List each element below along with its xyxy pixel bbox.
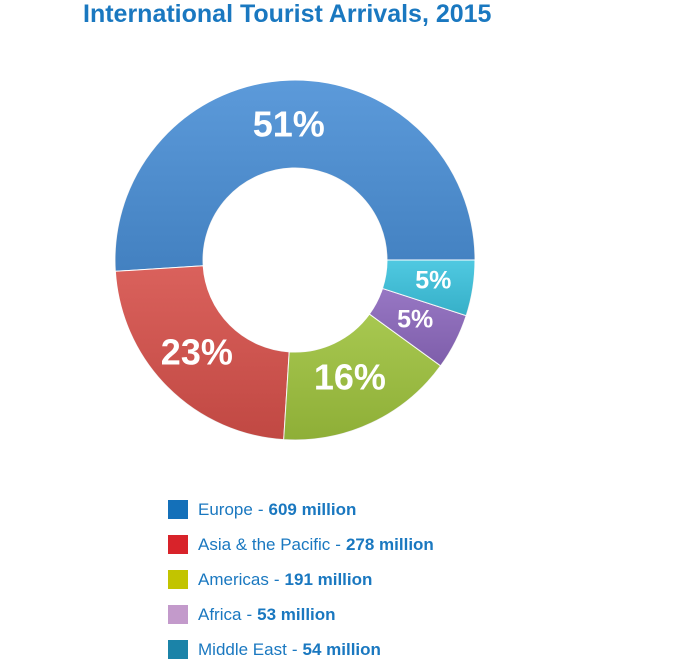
legend-label: Middle East bbox=[198, 639, 287, 659]
legend-value: 191 million bbox=[284, 569, 373, 589]
legend-item-americas: Americas -191 million bbox=[168, 562, 434, 597]
chart-legend: Europe -609 million Asia & the Pacific -278… bbox=[168, 492, 434, 667]
legend-value: 278 million bbox=[345, 534, 434, 554]
legend-value: 53 million bbox=[257, 604, 336, 624]
legend-swatch bbox=[168, 570, 188, 589]
legend-swatch bbox=[168, 500, 188, 519]
legend-value: 609 million bbox=[268, 499, 357, 519]
slice-label-europe: 51% bbox=[253, 104, 325, 145]
legend-separator: - bbox=[335, 534, 341, 554]
slice-label-africa: 5% bbox=[397, 306, 433, 334]
chart-title: International Tourist Arrivals, 2015 bbox=[83, 0, 492, 28]
slice-label-middle-east: 5% bbox=[415, 266, 451, 294]
legend-swatch bbox=[168, 640, 188, 659]
legend-item-middle-east: Middle East -54 million bbox=[168, 632, 434, 667]
slice-shade bbox=[382, 260, 475, 316]
legend-separator: - bbox=[257, 499, 264, 519]
donut-chart: 51% 23% 16% 5% 5% bbox=[114, 79, 476, 441]
legend-separator: - bbox=[291, 639, 298, 659]
slice-shade bbox=[114, 79, 475, 272]
legend-swatch bbox=[168, 605, 188, 624]
legend-label: Asia & the Pacific bbox=[198, 534, 331, 554]
legend-label: Europe bbox=[198, 499, 253, 519]
legend-swatch bbox=[168, 535, 188, 554]
legend-item-africa: Africa -53 million bbox=[168, 597, 434, 632]
legend-item-asia-the-pacific: Asia & the Pacific -278 million bbox=[168, 527, 434, 562]
slice-shade bbox=[115, 265, 290, 440]
legend-separator: - bbox=[246, 604, 253, 624]
legend-separator: - bbox=[273, 569, 280, 589]
legend-label: Americas bbox=[198, 569, 269, 589]
legend-label: Africa bbox=[198, 604, 242, 624]
slice-label-americas: 16% bbox=[314, 357, 386, 398]
slice-shade bbox=[283, 314, 441, 440]
legend-item-europe: Europe -609 million bbox=[168, 492, 434, 527]
legend-value: 54 million bbox=[302, 639, 381, 659]
slice-label-asia-the-pacific: 23% bbox=[161, 332, 233, 373]
